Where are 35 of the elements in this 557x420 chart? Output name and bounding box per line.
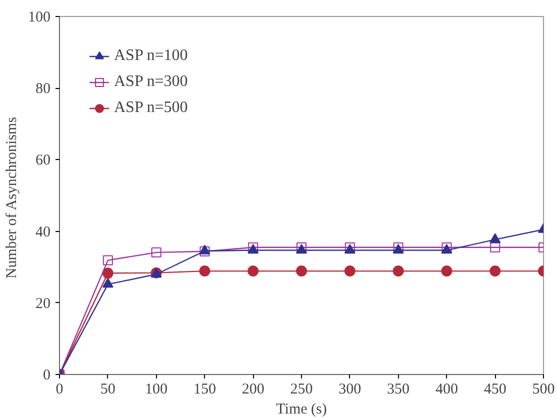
x-tick-label: 0 — [56, 382, 64, 398]
point — [151, 247, 162, 258]
x-axis-title: Time (s) — [276, 402, 327, 418]
x-tick-label: 300 — [338, 382, 362, 398]
y-tick-label: 100 — [28, 10, 50, 26]
x-tick-label: 500 — [532, 382, 555, 398]
point — [392, 266, 404, 277]
point — [344, 266, 356, 277]
point — [102, 268, 114, 279]
point — [441, 266, 452, 277]
x-tick-label: 350 — [387, 382, 410, 398]
x-tick-label: 450 — [484, 382, 506, 398]
point — [248, 266, 259, 277]
y-axis-title: Number of Asynchronisms — [4, 116, 20, 279]
legend-label: ASP n=500 — [114, 99, 188, 117]
x-tick-label: 250 — [290, 382, 313, 398]
point — [102, 278, 114, 288]
legend-label: ASP n=100 — [114, 47, 188, 65]
y-tick-label: 40 — [36, 224, 50, 240]
point — [102, 255, 113, 266]
x-tick-label: 50 — [100, 382, 116, 398]
y-tick-label: 0 — [43, 368, 50, 384]
point — [490, 233, 501, 243]
x-tick-label: 400 — [435, 382, 458, 398]
x-tick-label: 150 — [193, 382, 216, 398]
point — [490, 242, 500, 252]
y-tick-label: 20 — [36, 296, 50, 312]
legend-label: ASP n=300 — [114, 73, 188, 91]
y-tick-label: 60 — [36, 152, 50, 169]
point — [296, 266, 307, 277]
x-tick-label: 200 — [242, 382, 264, 398]
point — [490, 266, 501, 277]
y-tick-label: 80 — [36, 81, 50, 98]
x-tick-label: 100 — [145, 382, 168, 398]
point — [199, 266, 210, 277]
